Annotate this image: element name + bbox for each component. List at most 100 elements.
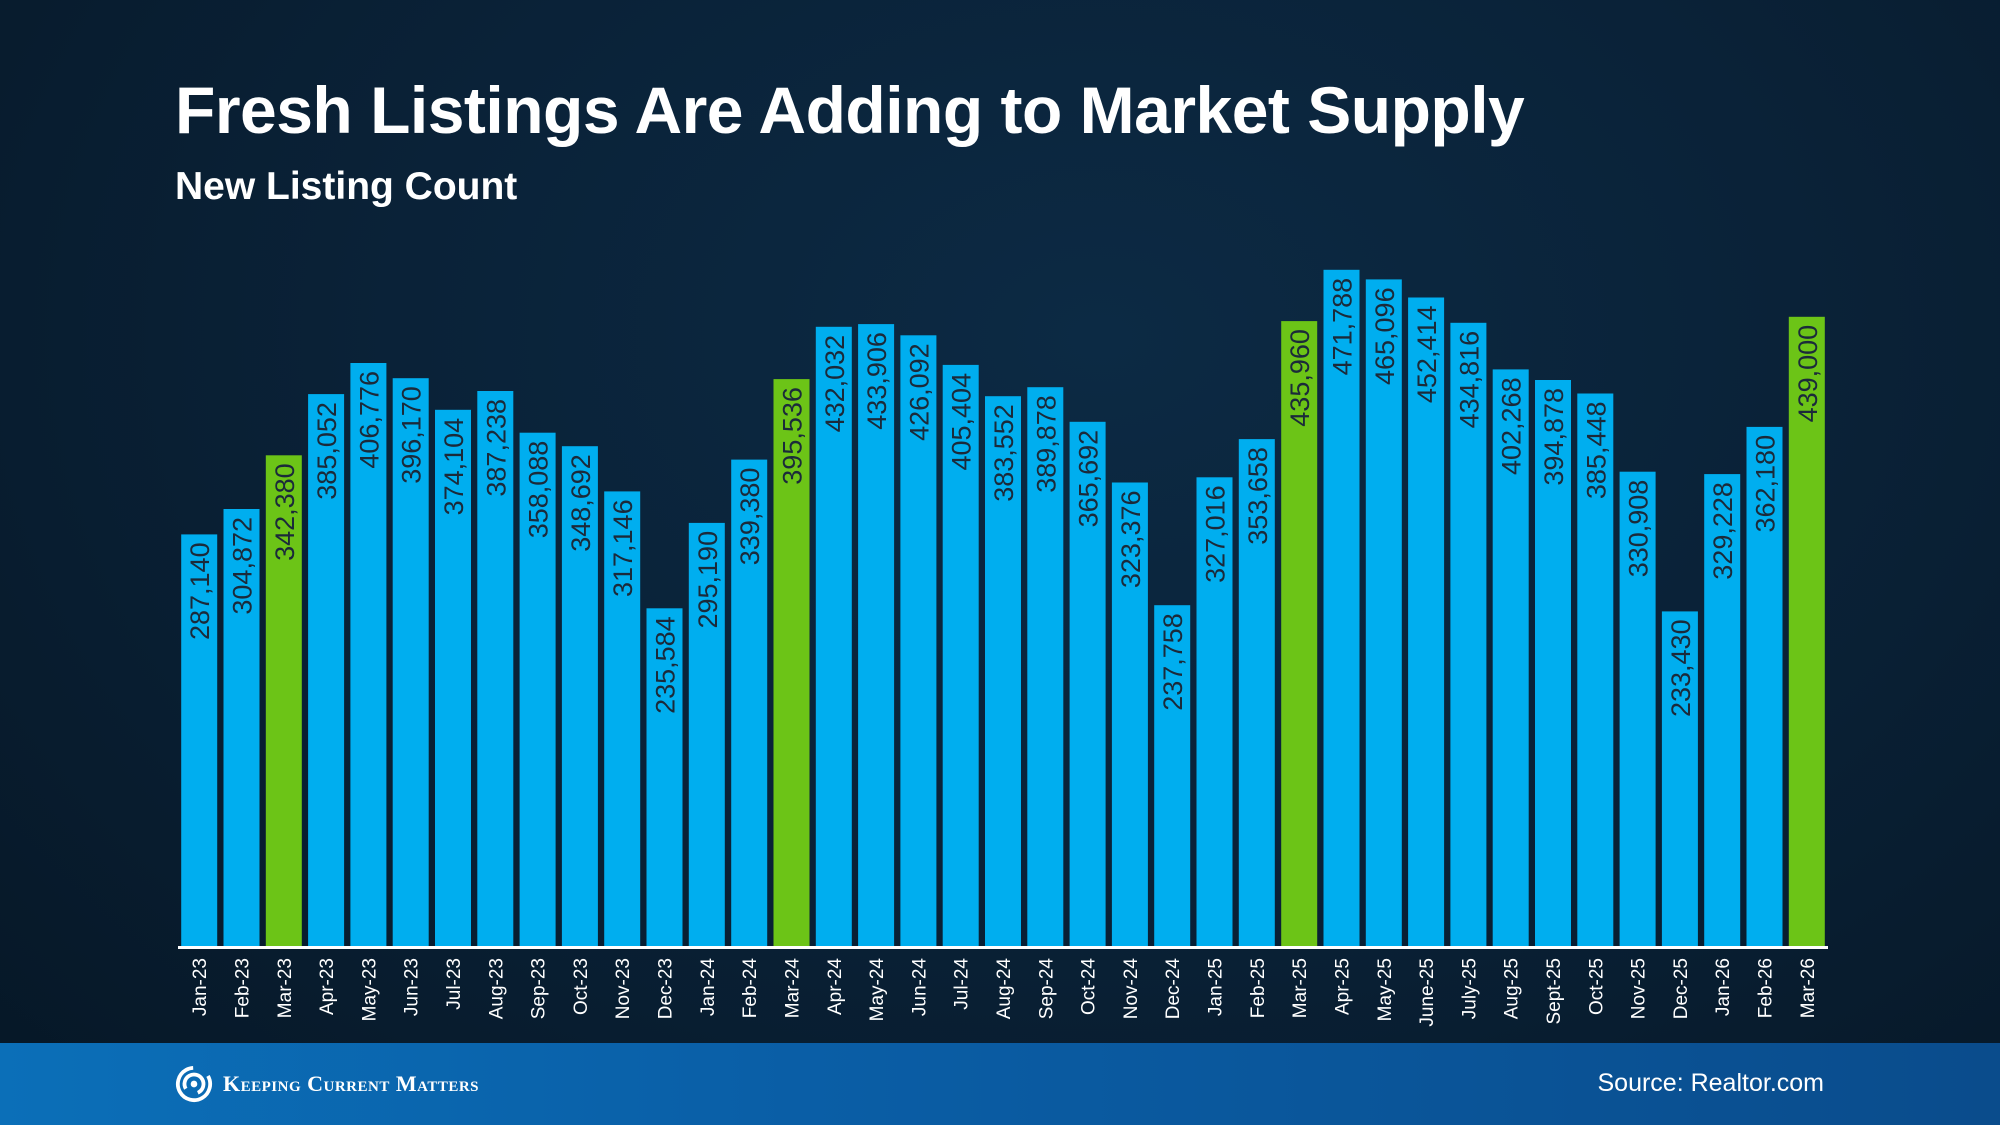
value-label-feb-26: 362,180 bbox=[1751, 435, 1781, 533]
value-label-aug-23: 387,238 bbox=[481, 399, 511, 497]
value-label-jul-23: 374,104 bbox=[439, 418, 469, 516]
bar-may-24 bbox=[858, 324, 895, 947]
bar-nov-23 bbox=[604, 491, 641, 946]
chart-subtitle: New Listing Count bbox=[175, 165, 518, 208]
value-label-oct-23: 348,692 bbox=[566, 454, 596, 552]
value-label-may-25: 465,096 bbox=[1370, 287, 1400, 385]
tick-label-dec-24: Dec-24 bbox=[1163, 958, 1184, 1020]
tick-label-sept-25: Sept-25 bbox=[1544, 958, 1565, 1025]
bar-aug-24 bbox=[985, 396, 1021, 946]
tick-label-jul-23: Jul-23 bbox=[444, 958, 465, 1010]
value-label-jan-23: 287,140 bbox=[185, 542, 215, 640]
tick-label-jan-24: Jan-24 bbox=[698, 958, 719, 1017]
tick-label-apr-24: Apr-24 bbox=[825, 958, 846, 1015]
value-label-apr-24: 432,032 bbox=[820, 335, 850, 433]
bar-mar-25 bbox=[1281, 321, 1318, 947]
bar-oct-25 bbox=[1577, 393, 1614, 946]
bar-mar-24 bbox=[773, 379, 810, 947]
value-label-dec-24: 237,758 bbox=[1158, 613, 1188, 711]
bar-dec-25 bbox=[1661, 611, 1698, 946]
bar-july-25 bbox=[1450, 322, 1487, 946]
bar-feb-25 bbox=[1238, 439, 1275, 946]
tick-label-feb-24: Feb-24 bbox=[740, 958, 761, 1019]
bar-mar-23 bbox=[265, 455, 302, 946]
value-label-apr-25: 471,788 bbox=[1328, 278, 1358, 376]
bar-sep-24 bbox=[1027, 387, 1064, 946]
value-label-apr-23: 385,052 bbox=[312, 402, 342, 500]
value-label-may-24: 433,906 bbox=[862, 332, 892, 430]
value-label-oct-24: 365,692 bbox=[1074, 430, 1104, 528]
value-label-mar-26: 439,000 bbox=[1793, 325, 1823, 423]
brand-logo: Keeping Current Matters bbox=[175, 1064, 479, 1104]
bar-mar-26 bbox=[1788, 316, 1825, 946]
value-label-mar-25: 435,960 bbox=[1285, 329, 1315, 427]
tick-label-aug-23: Aug-23 bbox=[486, 958, 507, 1019]
value-label-feb-25: 353,658 bbox=[1243, 447, 1273, 545]
value-label-jul-24: 405,404 bbox=[947, 373, 977, 471]
bar-jan-26 bbox=[1704, 474, 1741, 946]
value-label-aug-25: 402,268 bbox=[1497, 377, 1527, 475]
tick-label-mar-26: Mar-26 bbox=[1798, 958, 1819, 1018]
tick-label-apr-23: Apr-23 bbox=[317, 958, 338, 1015]
tick-label-feb-26: Feb-26 bbox=[1756, 958, 1777, 1018]
tick-label-sep-24: Sep-24 bbox=[1036, 958, 1057, 1020]
value-label-feb-23: 304,872 bbox=[228, 517, 258, 615]
bar-feb-26 bbox=[1746, 426, 1783, 946]
tick-label-sep-23: Sep-23 bbox=[529, 958, 550, 1019]
value-label-sept-25: 394,878 bbox=[1539, 388, 1569, 486]
tick-label-may-24: May-24 bbox=[867, 958, 888, 1022]
bar-nov-24 bbox=[1111, 482, 1148, 946]
tick-label-mar-23: Mar-23 bbox=[275, 958, 296, 1018]
tick-label-oct-25: Oct-25 bbox=[1586, 958, 1607, 1015]
value-label-oct-25: 385,448 bbox=[1581, 402, 1611, 500]
tick-label-june-25: June-25 bbox=[1417, 958, 1438, 1027]
bar-chart: 287,140 Jan-23 304,872 Feb-23 342,380 Mar-23 3… bbox=[181, 269, 1825, 1027]
value-label-june-25: 452,414 bbox=[1412, 306, 1442, 404]
bar-jun-23 bbox=[392, 378, 429, 946]
value-label-may-23: 406,776 bbox=[354, 371, 384, 469]
tick-label-jan-23: Jan-23 bbox=[190, 958, 211, 1016]
value-label-feb-24: 339,380 bbox=[735, 468, 765, 566]
tick-label-feb-23: Feb-23 bbox=[233, 958, 254, 1018]
tick-label-oct-24: Oct-24 bbox=[1079, 958, 1100, 1015]
bar-dec-24 bbox=[1154, 605, 1191, 946]
value-label-mar-24: 395,536 bbox=[778, 387, 808, 485]
tick-label-aug-25: Aug-25 bbox=[1502, 958, 1523, 1019]
value-label-dec-23: 235,584 bbox=[651, 616, 681, 714]
tick-label-feb-25: Feb-25 bbox=[1248, 958, 1269, 1018]
brand-name: Keeping Current Matters bbox=[223, 1071, 480, 1096]
tick-label-jan-26: Jan-26 bbox=[1713, 958, 1734, 1016]
kcm-logo-icon bbox=[175, 1065, 213, 1103]
bar-aug-23 bbox=[477, 391, 514, 946]
value-label-nov-23: 317,146 bbox=[608, 499, 638, 597]
bar-oct-24 bbox=[1069, 421, 1106, 946]
value-label-dec-25: 233,430 bbox=[1666, 619, 1696, 717]
value-label-sep-23: 358,088 bbox=[524, 441, 554, 539]
tick-label-dec-25: Dec-25 bbox=[1671, 958, 1692, 1019]
tick-label-jan-25: Jan-25 bbox=[1206, 958, 1227, 1016]
tick-label-mar-24: Mar-24 bbox=[783, 958, 804, 1019]
value-label-nov-25: 330,908 bbox=[1624, 480, 1654, 578]
tick-label-nov-23: Nov-23 bbox=[613, 958, 634, 1019]
tick-label-nov-24: Nov-24 bbox=[1121, 958, 1142, 1020]
tick-label-jun-23: Jun-23 bbox=[402, 958, 423, 1016]
value-label-aug-24: 383,552 bbox=[989, 404, 1019, 502]
value-label-jun-24: 426,092 bbox=[904, 343, 934, 441]
bar-may-25 bbox=[1365, 279, 1402, 946]
tick-label-aug-24: Aug-24 bbox=[994, 958, 1015, 1020]
value-label-jan-25: 327,016 bbox=[1201, 485, 1231, 583]
bar-feb-23 bbox=[223, 509, 260, 946]
tick-label-jun-24: Jun-24 bbox=[909, 958, 930, 1017]
tick-label-dec-23: Dec-23 bbox=[656, 958, 677, 1019]
bar-aug-25 bbox=[1492, 369, 1529, 946]
value-label-nov-24: 323,376 bbox=[1116, 491, 1146, 589]
bar-feb-24 bbox=[731, 459, 768, 946]
chart-title: Fresh Listings Are Adding to Market Supp… bbox=[175, 73, 1525, 147]
bar-dec-23 bbox=[646, 608, 683, 946]
tick-label-july-25: July-25 bbox=[1459, 958, 1480, 1019]
bar-jun-24 bbox=[900, 335, 937, 946]
bar-jan-24 bbox=[688, 522, 725, 946]
tick-label-may-23: May-23 bbox=[359, 958, 380, 1021]
value-label-jun-23: 396,170 bbox=[397, 386, 427, 484]
bar-may-23 bbox=[350, 363, 387, 946]
